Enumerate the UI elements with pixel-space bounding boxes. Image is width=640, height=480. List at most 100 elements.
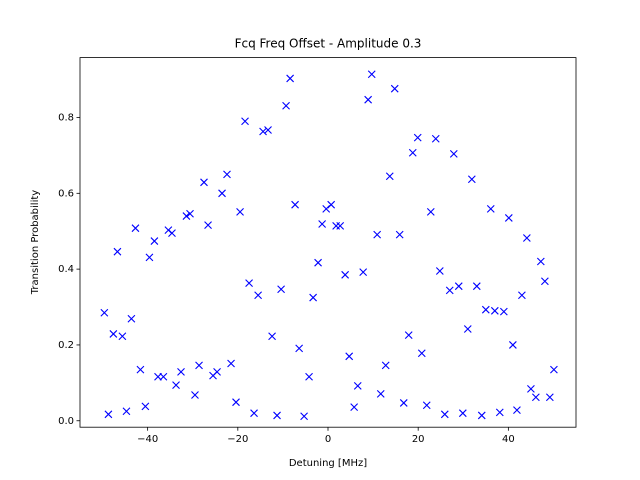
x-tick-label: 20 bbox=[412, 434, 425, 445]
data-point bbox=[395, 230, 404, 239]
data-point bbox=[477, 411, 486, 420]
y-tick-label: 0.2 bbox=[58, 340, 74, 351]
data-point bbox=[364, 95, 373, 104]
data-point bbox=[182, 212, 191, 220]
data-point bbox=[513, 406, 521, 415]
data-point bbox=[458, 409, 467, 418]
data-point bbox=[322, 204, 331, 213]
data-point bbox=[504, 214, 513, 222]
data-point bbox=[417, 349, 426, 358]
data-point bbox=[145, 253, 154, 262]
data-point bbox=[127, 314, 136, 323]
data-point bbox=[109, 330, 118, 338]
data-point bbox=[232, 398, 240, 407]
data-point bbox=[250, 409, 258, 418]
y-tick-label: 0.6 bbox=[58, 188, 74, 199]
y-axis-label: Transition Probability bbox=[30, 190, 41, 295]
data-point bbox=[305, 372, 313, 381]
data-point bbox=[150, 237, 159, 245]
data-point bbox=[531, 393, 540, 402]
data-point bbox=[341, 270, 350, 279]
data-point bbox=[440, 410, 449, 419]
data-point bbox=[141, 402, 150, 411]
data-point bbox=[495, 408, 504, 417]
data-point bbox=[218, 189, 226, 198]
data-point bbox=[241, 117, 249, 126]
data-point bbox=[540, 277, 549, 286]
data-point bbox=[527, 385, 535, 393]
data-point bbox=[118, 332, 127, 341]
data-point bbox=[227, 359, 235, 368]
data-point bbox=[467, 175, 476, 184]
data-point bbox=[472, 282, 481, 291]
data-point bbox=[100, 308, 109, 317]
data-point bbox=[131, 224, 140, 233]
data-point bbox=[314, 258, 322, 267]
data-point bbox=[408, 148, 417, 157]
data-point bbox=[309, 293, 318, 302]
data-point bbox=[481, 305, 490, 314]
data-point bbox=[463, 325, 472, 333]
data-point bbox=[136, 365, 145, 374]
data-point bbox=[286, 74, 295, 83]
data-point bbox=[536, 257, 545, 266]
data-point bbox=[213, 367, 221, 376]
data-point bbox=[518, 291, 526, 300]
data-point bbox=[508, 341, 517, 349]
data-point bbox=[186, 209, 194, 218]
data-point bbox=[236, 207, 244, 216]
data-point bbox=[200, 178, 208, 187]
data-point bbox=[359, 268, 368, 277]
data-point bbox=[277, 285, 285, 294]
data-point bbox=[295, 344, 304, 353]
data-point bbox=[195, 361, 203, 370]
data-point bbox=[449, 149, 458, 158]
x-tick-label: 0 bbox=[325, 434, 331, 445]
data-point bbox=[104, 410, 113, 419]
data-point bbox=[264, 126, 272, 134]
data-point bbox=[223, 170, 231, 179]
y-tick-label: 0.4 bbox=[58, 264, 74, 275]
data-point bbox=[376, 389, 385, 398]
data-point bbox=[413, 133, 422, 142]
data-point bbox=[381, 361, 390, 370]
data-point bbox=[422, 401, 431, 410]
data-point bbox=[445, 286, 454, 295]
data-point bbox=[204, 221, 212, 230]
chart-title: Fcq Freq Offset - Amplitude 0.3 bbox=[235, 37, 422, 51]
data-point bbox=[426, 207, 435, 216]
data-point bbox=[367, 70, 376, 79]
data-point bbox=[350, 403, 359, 411]
data-point bbox=[177, 367, 185, 376]
data-point bbox=[254, 291, 262, 300]
data-point bbox=[522, 234, 531, 242]
data-point bbox=[300, 412, 308, 421]
data-point bbox=[486, 204, 495, 213]
y-tick-label: 0.8 bbox=[58, 112, 74, 123]
data-point bbox=[490, 306, 499, 315]
data-point bbox=[291, 200, 299, 209]
data-point bbox=[454, 282, 463, 291]
data-point bbox=[550, 365, 558, 374]
data-point bbox=[318, 220, 327, 228]
data-point bbox=[353, 381, 362, 390]
data-point bbox=[159, 372, 168, 381]
x-tick-label: 40 bbox=[502, 434, 515, 445]
data-point bbox=[399, 399, 408, 407]
data-point bbox=[404, 331, 413, 339]
x-axis-label: Detuning [MHz] bbox=[289, 458, 367, 469]
data-point bbox=[282, 101, 290, 110]
data-point bbox=[122, 407, 131, 416]
data-point bbox=[336, 222, 345, 230]
data-point bbox=[268, 332, 276, 341]
data-point bbox=[373, 230, 382, 239]
data-point bbox=[245, 279, 253, 288]
data-point bbox=[191, 391, 199, 399]
x-tick-label: −20 bbox=[227, 434, 248, 445]
data-point bbox=[390, 84, 399, 93]
data-point bbox=[499, 307, 508, 316]
data-point bbox=[431, 134, 440, 143]
data-point bbox=[327, 200, 336, 209]
